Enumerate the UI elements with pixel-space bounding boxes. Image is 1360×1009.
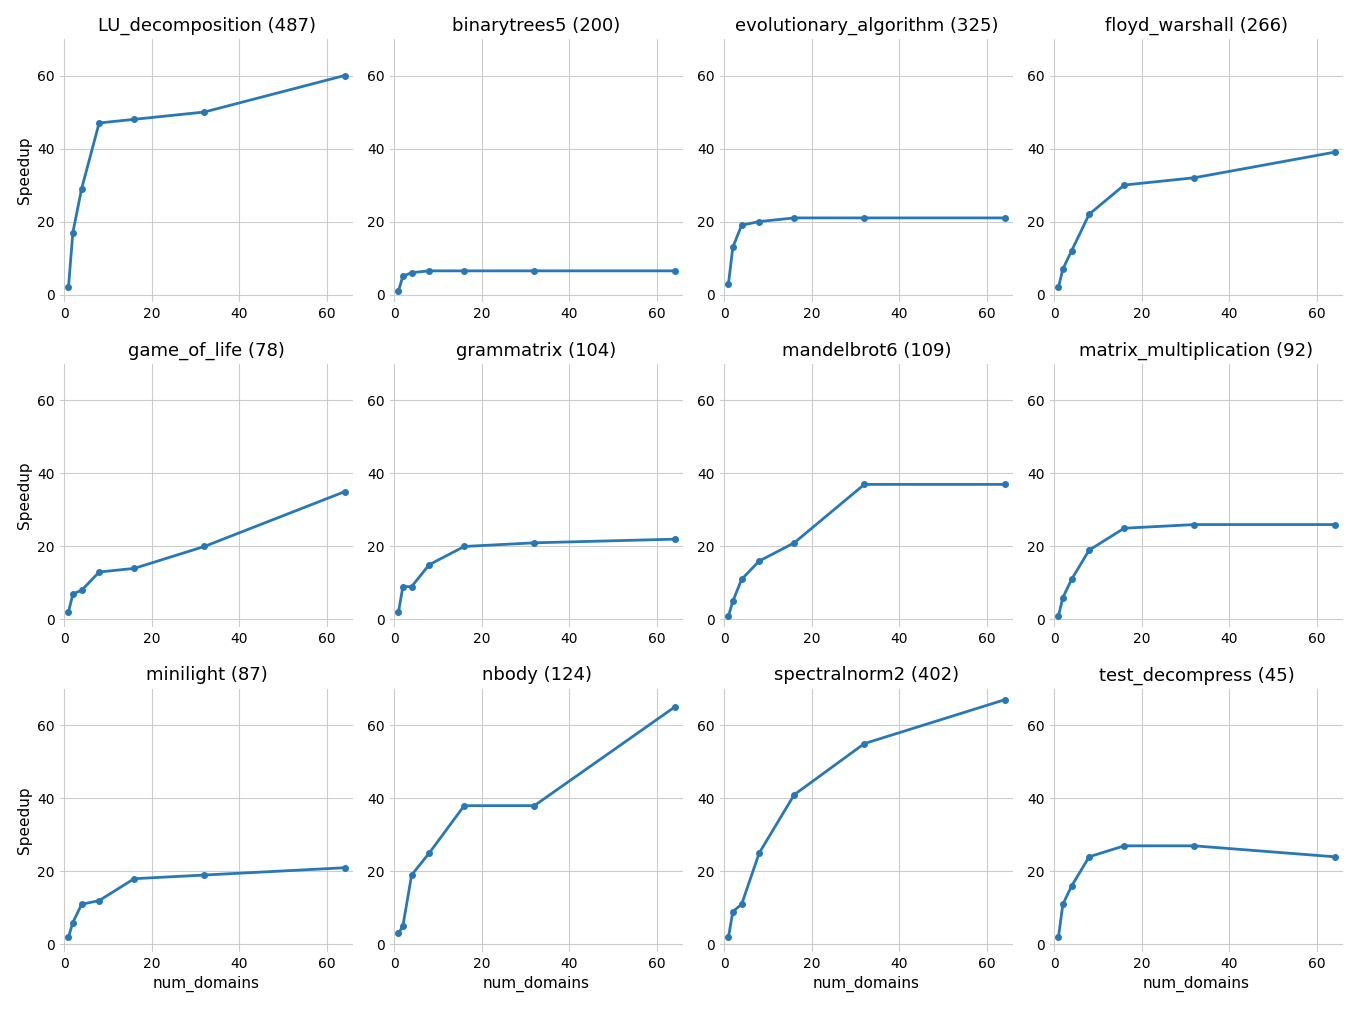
- X-axis label: num_domains: num_domains: [154, 976, 260, 992]
- Title: binarytrees5 (200): binarytrees5 (200): [453, 17, 620, 34]
- X-axis label: num_domains: num_domains: [1142, 976, 1250, 992]
- Y-axis label: Speedup: Speedup: [16, 786, 31, 854]
- Title: floyd_warshall (266): floyd_warshall (266): [1106, 17, 1288, 35]
- Title: evolutionary_algorithm (325): evolutionary_algorithm (325): [734, 17, 998, 35]
- X-axis label: num_domains: num_domains: [813, 976, 919, 992]
- Title: test_decompress (45): test_decompress (45): [1099, 667, 1295, 685]
- Title: grammatrix (104): grammatrix (104): [457, 342, 616, 359]
- Title: matrix_multiplication (92): matrix_multiplication (92): [1080, 342, 1314, 360]
- Y-axis label: Speedup: Speedup: [16, 136, 31, 204]
- Title: game_of_life (78): game_of_life (78): [128, 342, 286, 360]
- X-axis label: num_domains: num_domains: [483, 976, 590, 992]
- Y-axis label: Speedup: Speedup: [16, 461, 31, 529]
- Title: mandelbrot6 (109): mandelbrot6 (109): [782, 342, 951, 359]
- Title: minilight (87): minilight (87): [146, 667, 268, 684]
- Title: nbody (124): nbody (124): [481, 667, 592, 684]
- Title: LU_decomposition (487): LU_decomposition (487): [98, 17, 316, 35]
- Title: spectralnorm2 (402): spectralnorm2 (402): [774, 667, 959, 684]
